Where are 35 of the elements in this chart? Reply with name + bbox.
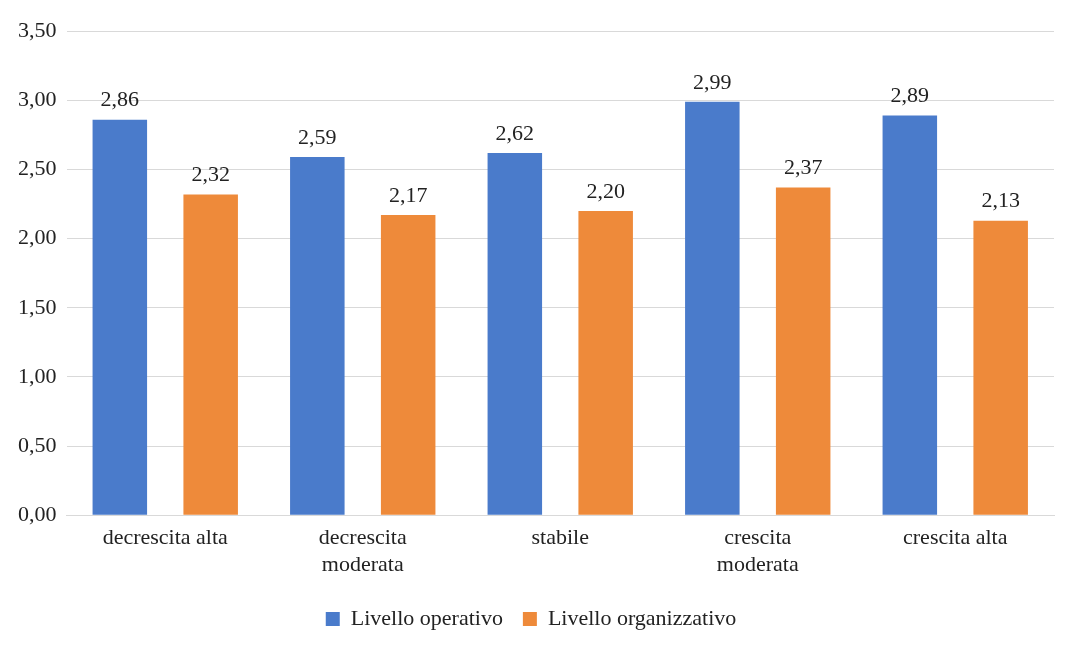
- y-tick-label: 0,00: [18, 500, 57, 526]
- bar: [973, 220, 1028, 515]
- data-label: 2,13: [981, 187, 1020, 213]
- y-tick-label: 2,00: [18, 224, 57, 250]
- bar: [882, 115, 938, 515]
- x-tick-label: decrescita alta: [102, 524, 229, 550]
- y-tick-label: 3,50: [18, 16, 57, 42]
- bar: [290, 157, 345, 515]
- bar: [775, 187, 831, 515]
- data-label: 2,37: [783, 154, 823, 180]
- bar: [183, 194, 238, 515]
- x-tick-label: crescita alta: [903, 524, 1008, 550]
- data-label: 2,89: [890, 82, 930, 108]
- y-tick-label: 3,00: [18, 86, 57, 112]
- legend-label: Livello organizzativo: [547, 604, 737, 630]
- x-tick-label: stabile: [531, 524, 589, 550]
- bar: [578, 210, 633, 515]
- y-tick-label: 1,00: [18, 362, 57, 388]
- y-tick-label: 1,50: [18, 293, 57, 319]
- bar: [92, 119, 148, 515]
- y-tick-label: 0,50: [18, 431, 57, 457]
- data-label: 2,99: [693, 68, 732, 94]
- y-tick-label: 2,50: [18, 155, 57, 181]
- data-label: 2,62: [495, 119, 535, 145]
- bar: [487, 152, 543, 515]
- x-tick-label: decrescita moderata: [318, 524, 407, 576]
- data-label: 2,20: [586, 177, 625, 203]
- bar: [380, 215, 436, 515]
- data-label: 2,32: [191, 161, 230, 187]
- bar: [685, 101, 740, 515]
- data-label: 2,86: [100, 86, 140, 112]
- data-label: 2,17: [388, 181, 428, 207]
- data-label: 2,59: [298, 123, 337, 149]
- x-tick-label: crescita moderata: [716, 524, 799, 576]
- legend-label: Livello operativo: [350, 604, 503, 630]
